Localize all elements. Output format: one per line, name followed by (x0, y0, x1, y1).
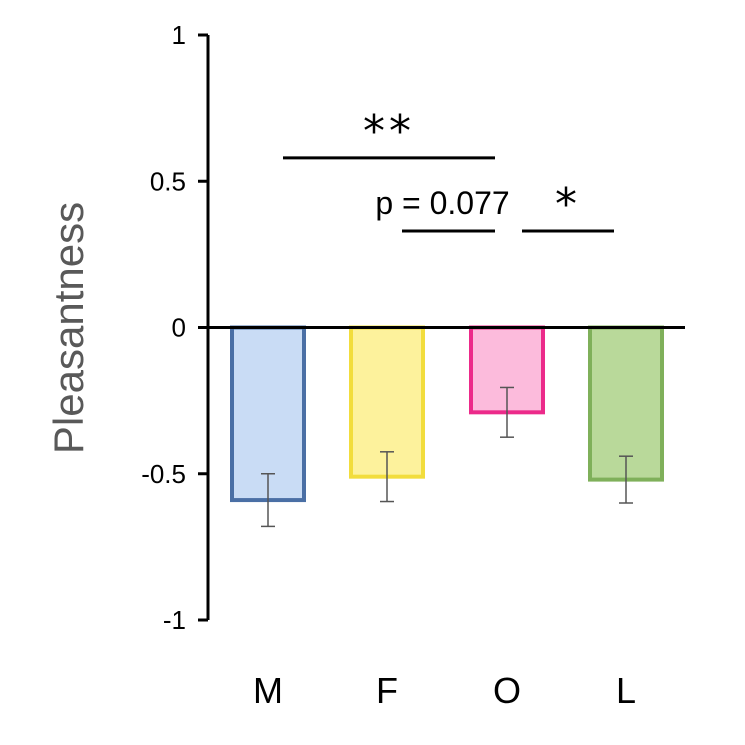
category-label-M: M (253, 670, 283, 711)
y-tick-label: 0.5 (150, 166, 186, 196)
plot-area: 1 0.5 0 -0.5 -1 ** p = 0.077 * M F O L (141, 20, 685, 711)
significance-label-1: p = 0.077 (375, 185, 509, 221)
y-ticks: 1 0.5 0 -0.5 -1 (141, 20, 208, 635)
bars (230, 325, 664, 503)
error-bars (261, 386, 633, 528)
category-label-O: O (493, 670, 521, 711)
category-label-F: F (376, 670, 398, 711)
significance-label-2: * (555, 179, 581, 230)
y-tick-label: -0.5 (141, 459, 186, 489)
y-tick-label: -1 (163, 605, 186, 635)
y-axis-label: Pleasantness (45, 202, 92, 454)
y-tick-label: 0 (172, 313, 186, 343)
y-tick-label: 1 (172, 20, 186, 50)
significance-label-0: ** (363, 106, 415, 157)
significance-annotations: ** p = 0.077 * (283, 106, 614, 233)
category-label-L: L (616, 670, 636, 711)
